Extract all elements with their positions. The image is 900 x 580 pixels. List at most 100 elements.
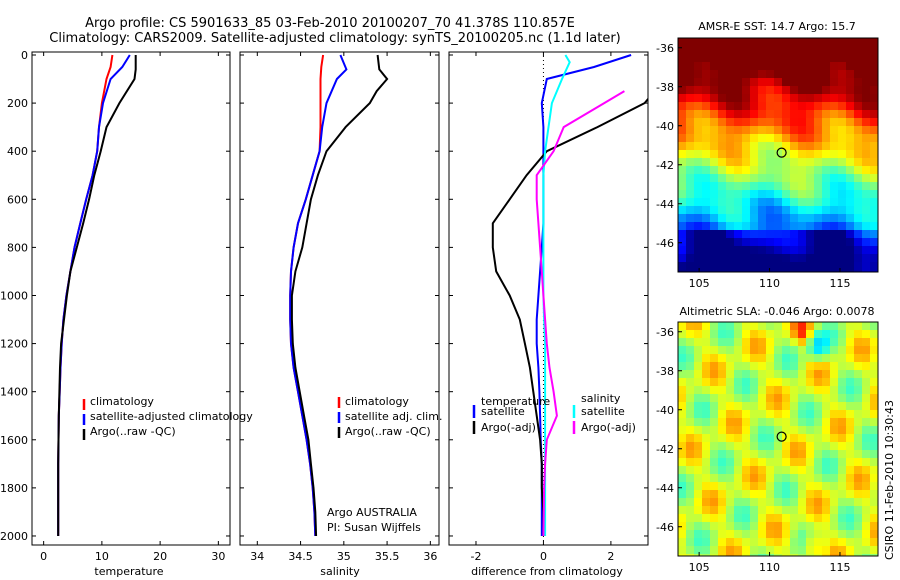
map-cell xyxy=(838,554,847,557)
map-cell xyxy=(846,458,855,467)
map-cell xyxy=(734,450,743,459)
map-cell xyxy=(806,262,815,271)
map-cell xyxy=(846,402,855,411)
map-cell xyxy=(718,402,727,411)
map-cell xyxy=(734,94,743,103)
map-cell xyxy=(806,134,815,143)
map-cell xyxy=(766,262,775,271)
map-cell xyxy=(870,546,879,555)
map-cell xyxy=(806,458,815,467)
map-cell xyxy=(806,118,815,127)
y-tick-label: 800 xyxy=(7,241,28,254)
map-cell xyxy=(806,450,815,459)
map-cell xyxy=(726,190,735,199)
map-cell xyxy=(854,546,863,555)
map-cell xyxy=(726,54,735,63)
map-cell xyxy=(838,150,847,159)
map-cell xyxy=(694,198,703,207)
map-cell xyxy=(750,378,759,387)
map-cell xyxy=(854,514,863,523)
map-cell xyxy=(830,118,839,127)
map-cell xyxy=(702,118,711,127)
map-cell xyxy=(830,38,839,47)
map-cell xyxy=(830,362,839,371)
map-cell xyxy=(766,150,775,159)
map-cell xyxy=(830,338,839,347)
map-cell xyxy=(750,322,759,331)
map-cell xyxy=(862,198,871,207)
map-x-tick-label: 115 xyxy=(829,561,850,574)
map-cell xyxy=(686,70,695,79)
map-cell xyxy=(694,530,703,539)
map-cell xyxy=(702,78,711,87)
map-cell xyxy=(766,246,775,255)
map-cell xyxy=(742,158,751,167)
map-cell xyxy=(678,442,687,451)
map-cell xyxy=(766,354,775,363)
map-cell xyxy=(870,214,879,223)
map-cell xyxy=(694,362,703,371)
map-cell xyxy=(766,126,775,135)
map-cell xyxy=(734,174,743,183)
map-cell xyxy=(766,166,775,175)
map-cell xyxy=(830,498,839,507)
map-cell xyxy=(798,54,807,63)
map-cell xyxy=(806,506,815,515)
map-cell xyxy=(766,410,775,419)
map-cell xyxy=(798,262,807,271)
map-cell xyxy=(766,182,775,191)
map-cell xyxy=(790,198,799,207)
map-cell xyxy=(710,254,719,263)
map-cell xyxy=(686,54,695,63)
map-cell xyxy=(838,54,847,63)
map-cell xyxy=(830,522,839,531)
map-cell xyxy=(806,514,815,523)
map-cell xyxy=(702,354,711,363)
map-cell xyxy=(734,246,743,255)
map-cell xyxy=(734,38,743,47)
map-cell xyxy=(846,190,855,199)
map-cell xyxy=(718,322,727,331)
map-cell xyxy=(830,238,839,247)
map-cell xyxy=(758,78,767,87)
map-cell xyxy=(678,482,687,491)
map-cell xyxy=(822,498,831,507)
map-cell xyxy=(862,554,871,557)
map-cell xyxy=(678,174,687,183)
map-cell xyxy=(750,46,759,55)
map-cell xyxy=(782,230,791,239)
map-cell xyxy=(678,102,687,111)
map-cell xyxy=(782,346,791,355)
map-cell xyxy=(726,62,735,71)
map-cell xyxy=(782,418,791,427)
map-cell xyxy=(710,158,719,167)
map-cell xyxy=(750,86,759,95)
map-cell xyxy=(750,230,759,239)
map-cell xyxy=(742,410,751,419)
map-cell xyxy=(822,102,831,111)
map-cell xyxy=(758,402,767,411)
map-cell xyxy=(758,46,767,55)
map-cell xyxy=(694,546,703,555)
map-cell xyxy=(862,238,871,247)
map-cell xyxy=(686,346,695,355)
map-cell xyxy=(750,410,759,419)
map-cell xyxy=(726,426,735,435)
map-cell xyxy=(806,166,815,175)
map-cell xyxy=(798,458,807,467)
map-cell xyxy=(726,474,735,483)
map-cell xyxy=(718,222,727,231)
map-cell xyxy=(718,498,727,507)
map-cell xyxy=(766,142,775,151)
map-cell xyxy=(734,102,743,111)
map-cell xyxy=(726,378,735,387)
map-cell xyxy=(814,402,823,411)
map-cell xyxy=(870,142,879,151)
map-cell xyxy=(766,458,775,467)
map-cell xyxy=(806,110,815,119)
map-cell xyxy=(678,214,687,223)
map-cell xyxy=(758,102,767,111)
map-cell xyxy=(750,182,759,191)
map-cell xyxy=(822,54,831,63)
map-cell xyxy=(790,62,799,71)
